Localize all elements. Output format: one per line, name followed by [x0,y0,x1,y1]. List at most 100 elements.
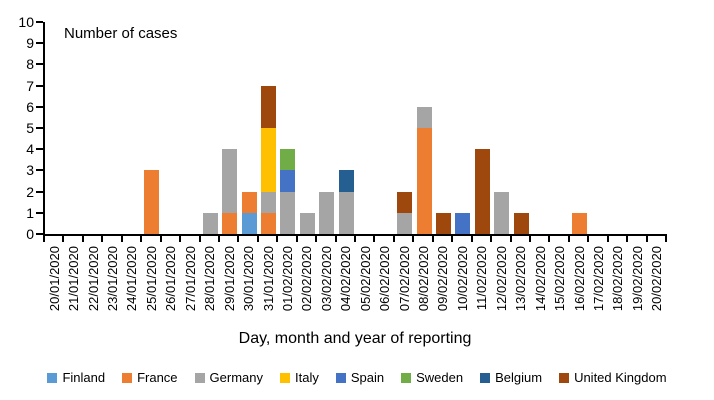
y-axis-label: 5 [26,120,34,136]
x-axis-tick [587,236,590,242]
x-axis-tick [256,236,259,242]
x-axis-tick [179,236,182,242]
legend-swatch-icon [559,372,570,383]
bar-segment-spain [455,212,471,234]
x-axis-label: 18/02/2020 [610,246,626,312]
y-axis-tick [36,42,43,45]
x-axis-tick [412,236,415,242]
x-axis-tick [392,236,395,242]
y-axis-tick [36,148,43,151]
bar-segment-united-kingdom [397,191,413,213]
y-axis-tick [36,233,43,235]
bar-segment-sweden [280,149,296,171]
x-axis-tick [62,236,65,242]
legend-label: Italy [295,370,319,385]
x-axis-label: 11/02/2020 [474,246,490,311]
legend-item-sweden: Sweden [401,370,463,385]
legend-swatch-icon [194,372,205,383]
y-axis-label: 1 [26,204,34,221]
bar-segment-france [261,212,277,234]
y-axis-label: 10 [18,14,34,30]
x-axis-label: 02/02/2020 [299,246,315,312]
y-axis-label: 4 [26,141,34,158]
x-axis-label: 15/02/2020 [552,246,568,312]
y-axis-tick [36,169,43,172]
bar-segment-united-kingdom [474,149,490,234]
y-axis-label: 3 [26,162,34,179]
bar-segment-france [144,170,160,234]
x-axis-label: 23/01/2020 [105,246,121,312]
x-axis-tick [373,236,376,242]
bar-segment-germany [338,191,354,234]
x-axis-label: 07/02/2020 [396,246,412,312]
bar-segment-germany [416,106,432,128]
legend-swatch-icon [122,372,133,383]
legend-item-finland: Finland [47,370,105,385]
x-axis-tick [217,236,220,242]
x-axis-tick [237,236,240,242]
x-axis-tick [198,236,201,242]
bar-segment-france [572,212,588,234]
x-axis-tick [295,236,298,242]
x-axis-label: 03/02/2020 [318,246,334,312]
x-axis-label: 31/01/2020 [260,246,276,312]
x-axis-tick [159,236,162,242]
x-axis-tick [606,236,609,242]
bar-segment-germany [202,212,218,234]
legend-item-germany: Germany [194,370,264,385]
bar-segment-france [222,212,238,234]
legend-label: France [137,370,178,385]
x-axis-label: 05/02/2020 [357,246,373,312]
x-axis-label: 14/02/2020 [532,246,548,312]
chart-title: Number of cases [64,25,178,42]
legend-item-belgium: Belgium [480,370,542,385]
y-axis-tick [36,21,43,23]
x-axis-tick [490,236,493,242]
x-axis-tick [354,236,356,242]
y-axis-tick [36,190,43,193]
x-axis-label: 10/02/2020 [454,246,470,312]
x-axis-label: 27/01/2020 [182,246,198,312]
x-axis-tick [120,236,123,242]
bar-segment-germany [299,212,315,234]
legend-label: Belgium [495,370,543,385]
plot-area [43,22,667,236]
x-axis-tick [81,236,84,242]
x-axis-label: 26/01/2020 [163,246,179,312]
legend-item-italy: Italy [280,370,319,385]
bar-segment-finland [241,212,257,234]
x-axis-tick [451,236,454,242]
x-axis-tick [276,236,279,242]
legend-swatch-icon [401,372,412,383]
y-axis-label: 8 [26,56,34,73]
legend-item-spain: Spain [335,370,385,385]
x-axis-tick [567,236,570,242]
legend: Finland France Germany Italy Spain Sweden Belg… [0,370,714,385]
y-axis-label: 7 [26,77,34,94]
x-axis-label: 30/01/2020 [241,246,257,312]
legend-item-france: France [122,370,178,385]
bar-segment-united-kingdom [261,85,277,128]
y-axis-tick [36,105,43,108]
y-axis-tick [36,211,43,214]
y-axis-tick [36,63,43,66]
bar-segment-germany [222,149,238,213]
legend-label: Spain [350,370,385,385]
x-axis-tick [626,236,629,242]
bar-segment-belgium [338,170,354,192]
x-axis-label: 08/02/2020 [416,246,432,312]
x-axis-label: 20/02/2020 [649,246,665,312]
y-axis-tick [36,84,43,87]
y-axis-label: 9 [26,35,34,52]
x-axis-label: 29/01/2020 [221,246,237,312]
bar-segment-spain [280,170,296,192]
x-axis-label: 01/02/2020 [279,246,295,312]
x-axis-label: 28/01/2020 [202,246,218,312]
legend-swatch-icon [335,372,346,383]
legend-swatch-icon [480,372,491,383]
y-axis-label: 0 [26,226,34,242]
legend-label: Germany [209,370,264,385]
x-axis-label: 25/01/2020 [143,246,159,312]
y-axis-tick [36,127,43,129]
bar-segment-united-kingdom [435,212,451,234]
